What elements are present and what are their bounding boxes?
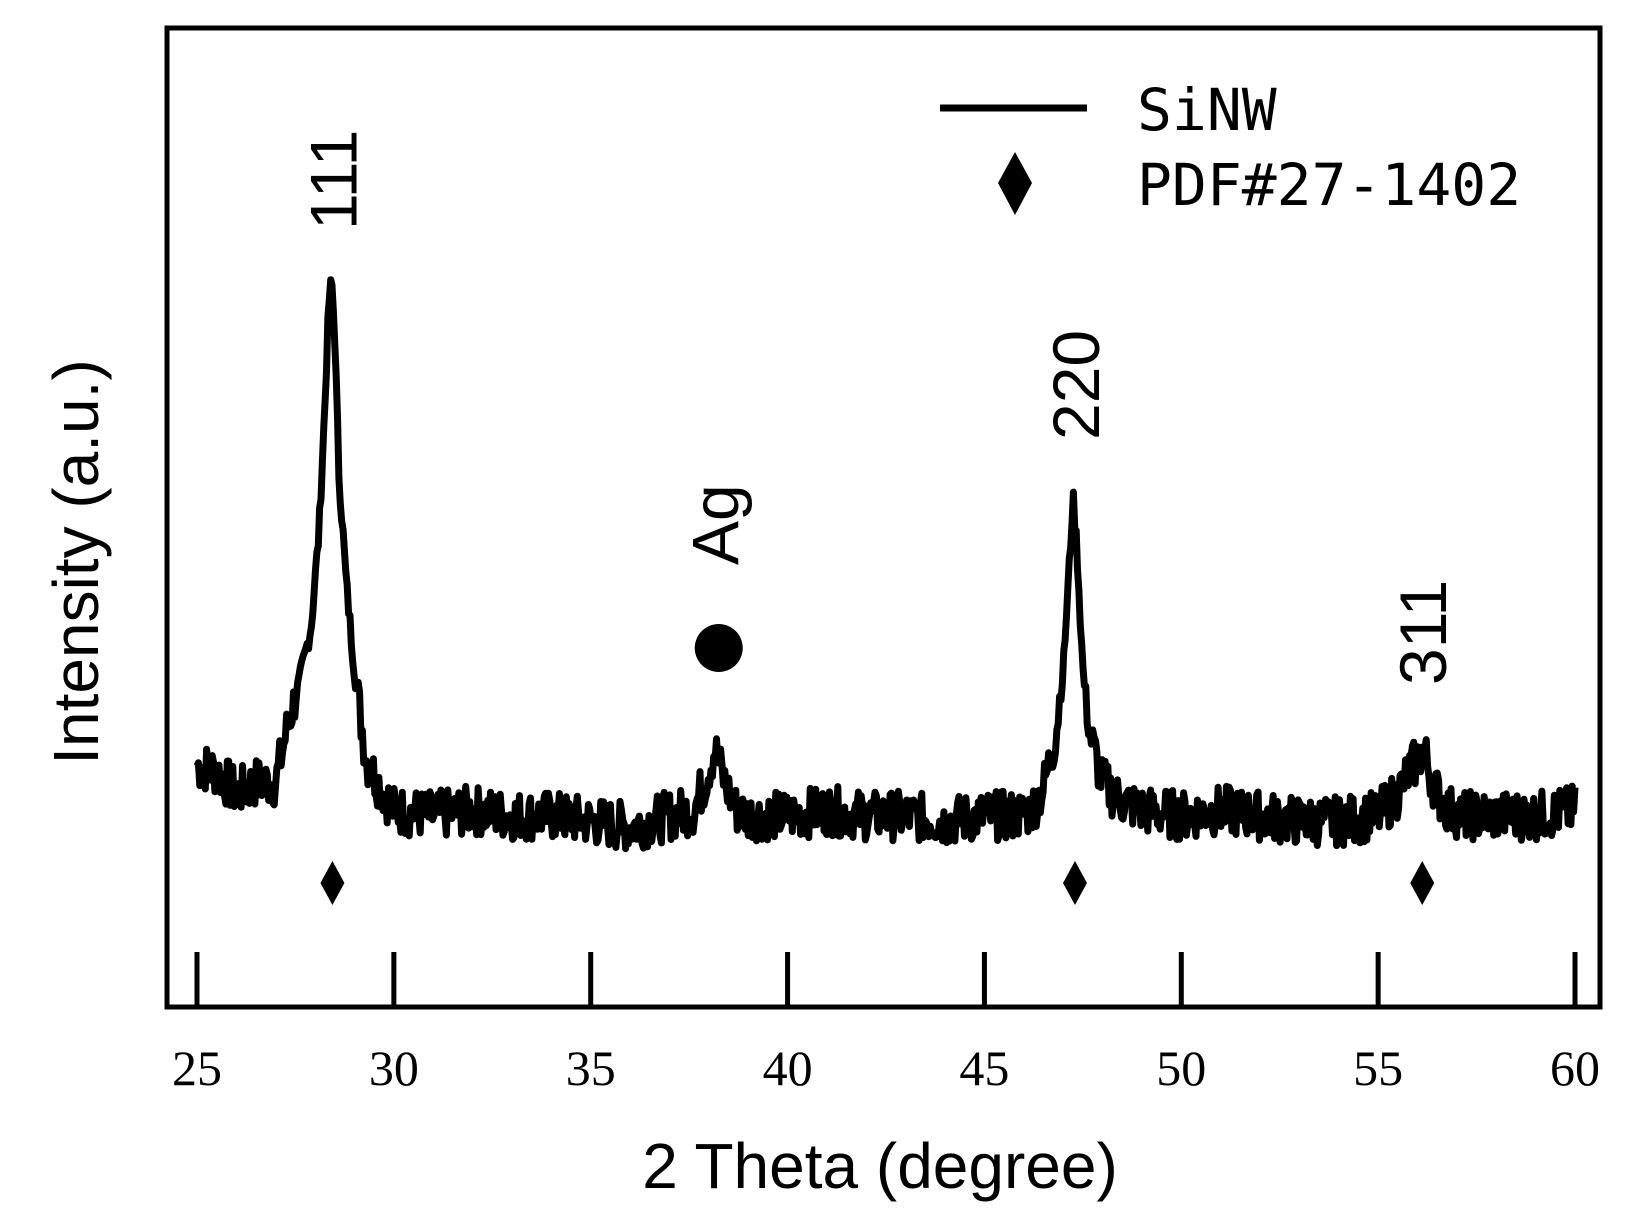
reference-diamond-3	[1410, 861, 1435, 905]
x-tick-label-45: 45	[959, 1040, 1009, 1096]
x-tick-label-35: 35	[566, 1040, 616, 1096]
y-axis-label: Intensity (a.u.)	[40, 359, 112, 765]
legend-diamond-icon	[998, 152, 1032, 215]
peak-annotations: 111 Ag 220 311	[296, 130, 1460, 685]
peak-label-220: 220	[1039, 330, 1113, 440]
legend: SiNW PDF#27-1402	[940, 76, 1521, 219]
x-tick-label-50: 50	[1156, 1040, 1206, 1096]
reference-diamond-2	[1062, 861, 1087, 905]
x-tick-label-40: 40	[763, 1040, 813, 1096]
x-ticks	[194, 952, 1578, 1005]
peak-label-311: 311	[1386, 580, 1460, 685]
x-axis-label: 2 Theta (degree)	[642, 1130, 1118, 1202]
peak-label-111: 111	[296, 130, 370, 230]
reference-markers	[320, 861, 1435, 905]
reference-diamond-1	[320, 861, 345, 905]
x-tick-label-60: 60	[1550, 1040, 1600, 1096]
peak-label-ag: Ag	[679, 484, 753, 565]
ag-circle-marker	[694, 624, 743, 672]
x-tick-labels: 25 30 35 40 45 50 55 60	[172, 1040, 1600, 1096]
legend-line-label: SiNW	[1137, 76, 1277, 144]
x-tick-label-55: 55	[1353, 1040, 1403, 1096]
x-tick-label-25: 25	[172, 1040, 222, 1096]
legend-marker-label: PDF#27-1402	[1137, 151, 1521, 219]
x-tick-label-30: 30	[369, 1040, 419, 1096]
series-line-sinw	[193, 276, 1579, 853]
